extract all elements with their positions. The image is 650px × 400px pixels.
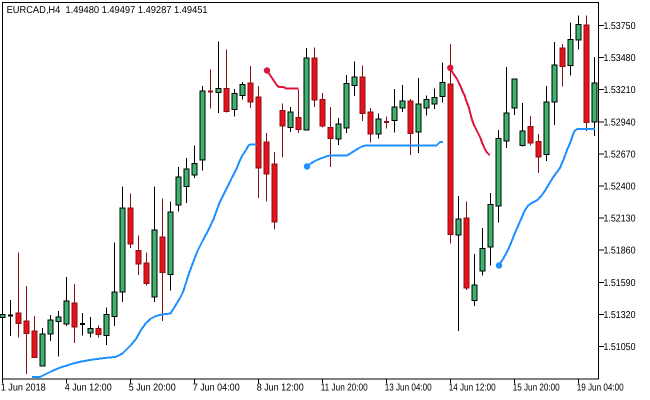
svg-text:4 Jun 12:00: 4 Jun 12:00 [65,383,112,394]
svg-text:1.51860: 1.51860 [604,246,636,257]
svg-text:1.53750: 1.53750 [604,21,636,32]
svg-text:1.51050: 1.51050 [604,342,636,353]
svg-text:7 Jun 04:00: 7 Jun 04:00 [193,383,240,394]
svg-text:1.52130: 1.52130 [604,214,636,225]
svg-text:19 Jun 04:00: 19 Jun 04:00 [577,383,624,394]
svg-text:1.53210: 1.53210 [604,85,636,96]
svg-text:14 Jun 12:00: 14 Jun 12:00 [449,383,496,394]
svg-text:8 Jun 12:00: 8 Jun 12:00 [257,383,304,394]
svg-text:1.52670: 1.52670 [604,149,636,160]
svg-text:1.52400: 1.52400 [604,182,636,193]
svg-text:11 Jun 20:00: 11 Jun 20:00 [321,383,368,394]
svg-text:1.52940: 1.52940 [604,117,636,128]
svg-text:1.51590: 1.51590 [604,278,636,289]
svg-text:1.51320: 1.51320 [604,310,636,321]
svg-text:5 Jun 20:00: 5 Jun 20:00 [129,383,176,394]
svg-text:1 Jun 2018: 1 Jun 2018 [1,383,46,394]
svg-text:EURCAD,H4 1.49480 1.49497 1.4: EURCAD,H4 1.49480 1.49497 1.49287 1.4945… [7,5,208,16]
svg-text:15 Jun 20:00: 15 Jun 20:00 [513,383,560,394]
svg-text:13 Jun 04:00: 13 Jun 04:00 [385,383,432,394]
svg-text:1.53480: 1.53480 [604,53,636,64]
